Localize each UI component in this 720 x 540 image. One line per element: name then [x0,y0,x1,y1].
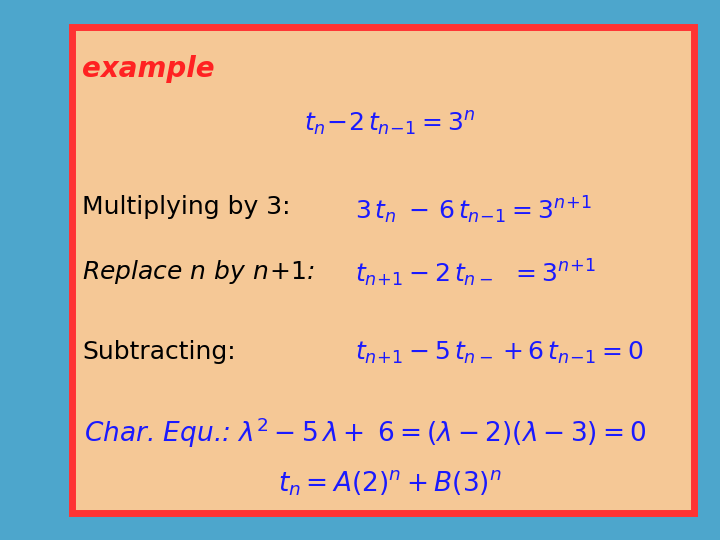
Text: Replace $n$ by $n\!+\!1$:: Replace $n$ by $n\!+\!1$: [82,258,315,286]
Text: Char. Equ.: $\lambda^2 - 5\,\lambda +\;6 = (\lambda - 2)(\lambda - 3) = 0$: Char. Equ.: $\lambda^2 - 5\,\lambda +\;6… [84,415,647,449]
Text: Subtracting:: Subtracting: [82,340,235,364]
Text: $t_n\!-\!2\,t_{n\!-\!1} = 3^n$: $t_n\!-\!2\,t_{n\!-\!1} = 3^n$ [305,110,476,138]
Text: $t_n = A(2)^n + B(3)^n$: $t_n = A(2)^n + B(3)^n$ [278,468,502,497]
Text: $3\,t_n\;-\,6\,t_{n\!-\!1} = 3^{n\!+\!1}$: $3\,t_n\;-\,6\,t_{n\!-\!1} = 3^{n\!+\!1}… [355,195,592,226]
Text: $t_{n\!+\!1} - 5\,t_{n-} + 6\,t_{n\!-\!1} = 0$: $t_{n\!+\!1} - 5\,t_{n-} + 6\,t_{n\!-\!1… [355,340,644,366]
Text: example: example [82,55,215,83]
Text: Multiplying by 3:: Multiplying by 3: [82,195,290,219]
Text: $t_{n\!+\!1} - 2\,t_{n-}\;\;= 3^{n\!+\!1}$: $t_{n\!+\!1} - 2\,t_{n-}\;\;= 3^{n\!+\!1… [355,258,596,289]
Bar [72,27,694,513]
